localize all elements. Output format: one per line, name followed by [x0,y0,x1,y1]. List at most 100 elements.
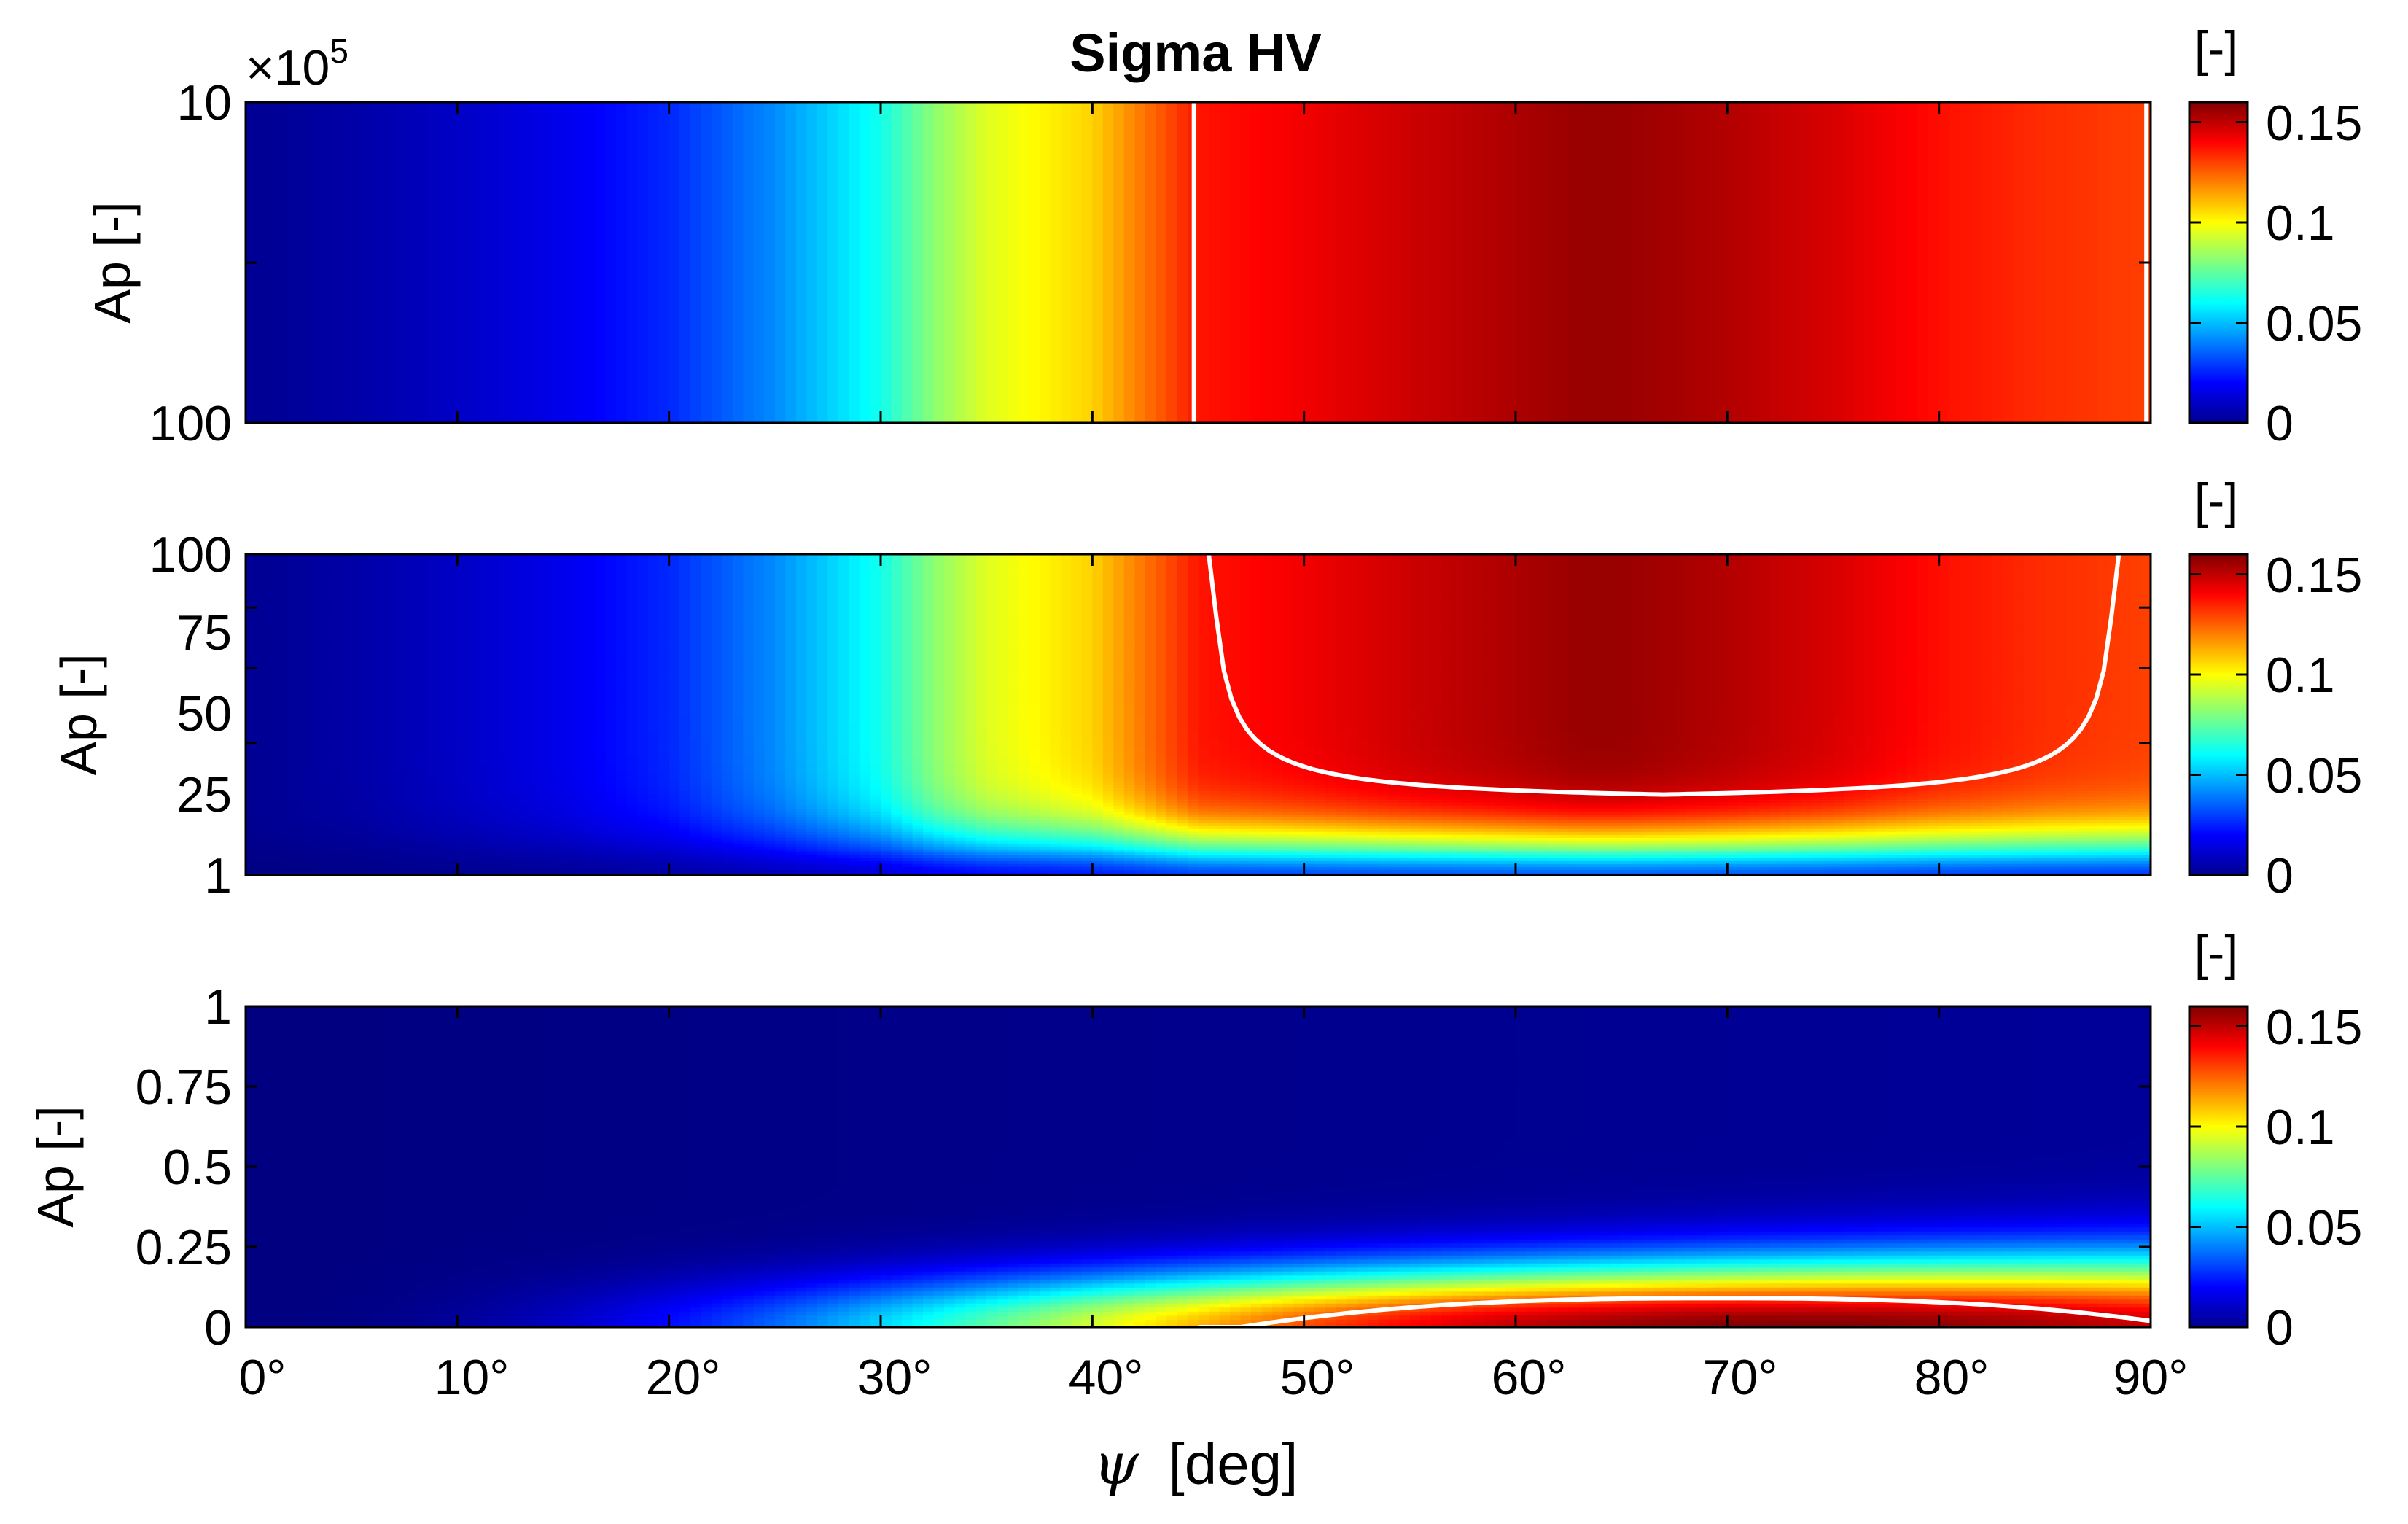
heatmap-cell [2119,102,2130,424]
heatmap-cell [902,102,913,424]
heatmap-cell [1918,102,1929,424]
heatmap-cell [1939,102,1950,424]
heatmap-cell [595,102,606,424]
heatmap-cell [881,102,892,424]
heatmap-cell [1462,102,1473,424]
heatmap-cell [669,102,680,424]
ytick-top-10: 10 [176,75,232,131]
heatmap-cell [849,102,860,424]
heatmap-cell [447,102,458,424]
heatmap-cell [1823,102,1834,424]
colorbar-top [2189,102,2248,423]
heatmap-cell [405,102,416,424]
figure-title: Sigma HV [1069,23,1321,83]
heatmap-cell [288,102,299,424]
heatmap-cell [1368,102,1379,424]
heatmap-cell [457,102,468,424]
heatmap-cell [1855,102,1866,424]
heatmap-cell [1325,102,1336,424]
heatmap-cell [1971,102,1982,424]
y-scale-exponent: 5 [330,32,348,70]
heatmap-cell [817,102,828,424]
heatmap-cell [1844,102,1855,424]
heatmap-cell [1082,102,1093,424]
cb-top-tick-005: 0.05 [2266,296,2362,351]
heatmap-cell [1166,102,1177,424]
heatmap-cell [1748,102,1759,424]
ylabel-top: Ap [-] [84,201,141,323]
heatmap-cell [1706,102,1717,424]
heatmap-cell [1960,102,1971,424]
heatmap-cell [299,102,310,424]
heatmap-cell [257,102,268,424]
heatmap-cell [564,102,574,424]
heatmap-cell [1061,102,1072,424]
heatmap-cell [1897,102,1908,424]
heatmap-cell [1653,102,1664,424]
heatmap-cell [1336,102,1347,424]
heatmap-cell [1199,102,1209,424]
heatmap-cell [785,102,796,424]
heatmap-cell [415,102,426,424]
heatmap-cell [1473,102,1484,424]
figure: Sigma HV 10 100 ×105 Ap [-] [-] 0 0.05 0… [0,0,2408,1524]
heatmap-cell [796,102,807,424]
heatmap-cell [267,102,278,424]
heatmap-cell [1040,102,1051,424]
heatmap-cell [1685,102,1696,424]
heatmap-cell [1876,102,1887,424]
heatmap-cell [690,102,701,424]
heatmap-cell [1484,102,1495,424]
heatmap-cell [944,102,955,424]
heatmap-cell [585,102,596,424]
heatmap-cell [1378,102,1389,424]
heatmap-cell [2097,102,2108,424]
heatmap-cell [2055,102,2066,424]
heatmap-cell [986,102,997,424]
heatmap-cell [860,102,870,424]
heatmap-cell [1643,102,1653,424]
heatmap-cell [1410,102,1421,424]
heatmap-cell [1018,102,1029,424]
heatmap-cell [892,102,903,424]
heatmap-cell [722,102,733,424]
heatmap-cell [838,102,849,424]
heatmap-cell [1928,102,1939,424]
heatmap-cell [701,102,712,424]
heatmap-cell [1949,102,1960,424]
heatmap-cell [1621,102,1632,424]
heatmap-cell [542,102,553,424]
heatmap-cell [1505,102,1516,424]
heatmap-cell [955,102,966,424]
heatmap-cell [1696,102,1707,424]
heatmap-cell [1283,102,1294,424]
heatmap-cell [2066,102,2077,424]
heatmap-cell [1113,102,1124,424]
heatmap-cell [1769,102,1780,424]
heatmap-cell [1558,102,1569,424]
heatmap-cell [362,102,373,424]
heatmap-cell [478,102,489,424]
heatmap-cell [1134,102,1145,424]
heatmap-cell [1177,102,1188,424]
heatmap-cell [606,102,617,424]
heatmap-cell [510,102,521,424]
heatmap-cell [1780,102,1791,424]
heatmap-cell [1527,102,1538,424]
heatmap-cell [1865,102,1876,424]
cb-top-tick-015: 0.15 [2266,96,2362,151]
heatmap-cell [1441,102,1452,424]
heatmap-cell [468,102,479,424]
heatmap-cell [733,102,744,424]
heatmap-cell [1600,102,1611,424]
heatmap-cell [1145,102,1156,424]
heatmap-cell [1801,102,1812,424]
heatmap-cell [2003,102,2014,424]
heatmap-cell [1579,102,1590,424]
heatmap-cell [1357,102,1368,424]
heatmap-cell [1886,102,1897,424]
heatmap-cell [1420,102,1431,424]
heatmap-cell [1304,102,1315,424]
heatmap-cell [351,102,362,424]
heatmap-cell [1431,102,1442,424]
